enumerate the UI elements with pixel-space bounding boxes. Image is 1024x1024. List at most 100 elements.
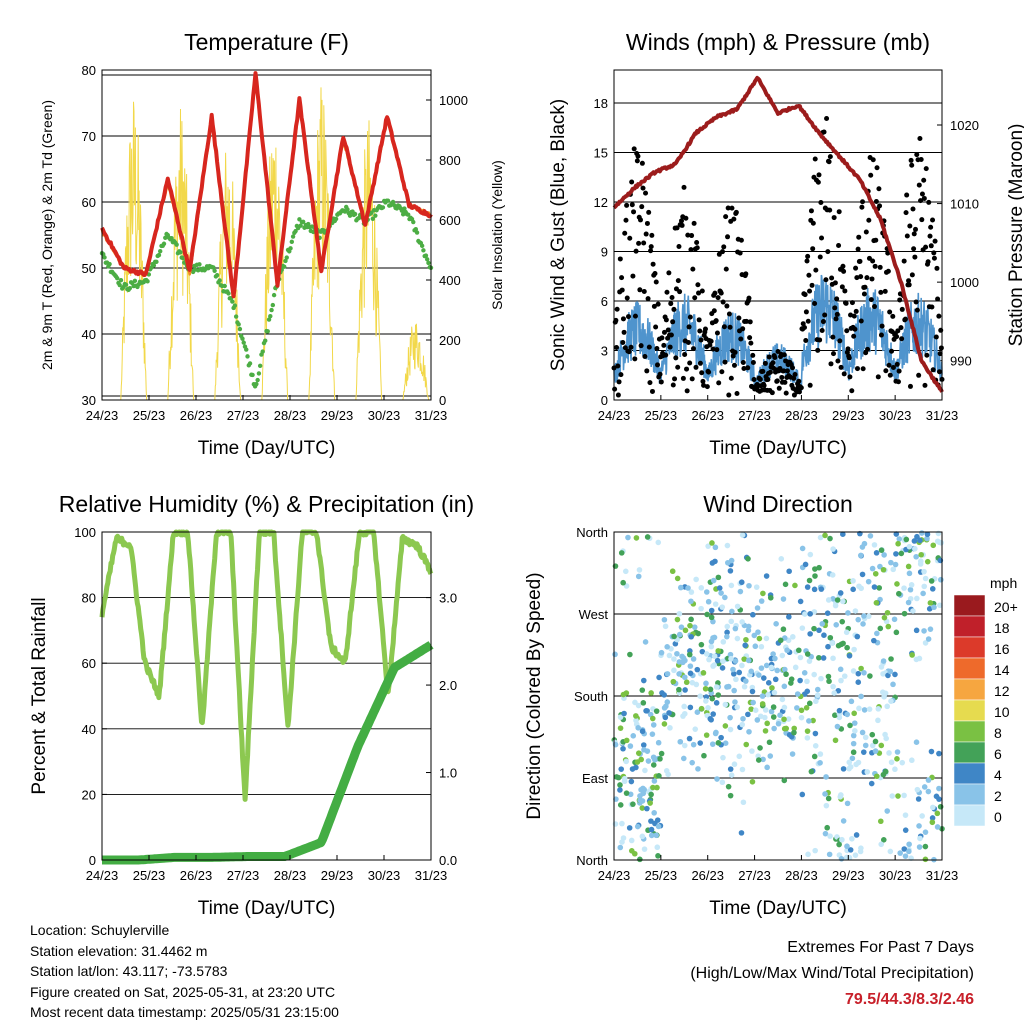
direction-point: [642, 639, 649, 645]
gust-point: [699, 288, 705, 294]
direction-point: [838, 677, 844, 684]
direction-point: [929, 586, 936, 592]
direction-point: [666, 652, 673, 659]
direction-point: [711, 653, 718, 659]
direction-point: [803, 705, 810, 711]
direction-point: [623, 790, 630, 796]
gust-point: [831, 351, 837, 357]
gust-point: [615, 392, 621, 398]
direction-point: [704, 611, 710, 618]
gust-point: [869, 276, 875, 282]
direction-point: [920, 590, 926, 597]
direction-point: [844, 711, 851, 718]
direction-point: [620, 691, 627, 698]
direction-point: [788, 680, 794, 686]
dewpoint-point: [123, 282, 129, 287]
direction-point: [864, 769, 871, 775]
legend-swatch: [953, 741, 986, 764]
gust-point: [914, 307, 920, 313]
direction-point: [743, 636, 749, 643]
direction-point: [720, 639, 727, 645]
direction-point: [741, 656, 747, 662]
gust-point: [680, 375, 686, 381]
gust-point: [840, 263, 846, 269]
direction-point: [715, 574, 722, 581]
gust-point: [653, 324, 659, 330]
gust-point: [636, 240, 642, 246]
direction-point: [917, 537, 923, 544]
direction-point: [649, 715, 656, 722]
direction-point: [869, 742, 876, 749]
winds-pressure-panel: 0 3 6 9 12 15 18 990 1000 1010 1020 Winds (mph) & P…: [548, 29, 1024, 459]
direction-point: [873, 550, 880, 556]
direction-point: [713, 700, 720, 706]
direction-point: [873, 600, 880, 606]
dewpoint-point: [226, 291, 231, 296]
gust-point: [725, 205, 731, 211]
direction-point: [664, 644, 670, 650]
direction-point: [652, 756, 658, 763]
direction-point: [814, 692, 821, 698]
direction-point: [748, 706, 754, 712]
direction-point: [648, 826, 655, 833]
direction-point: [701, 752, 707, 759]
direction-point: [685, 585, 691, 591]
direction-point: [782, 581, 789, 588]
direction-point: [804, 678, 810, 685]
direction-point: [919, 530, 925, 536]
gust-point: [919, 217, 925, 223]
humidity-x-label: Time (Day/UTC): [198, 898, 336, 919]
winds-y2-tick-label: 1010: [950, 197, 979, 212]
direction-point: [676, 631, 683, 638]
gust-point: [870, 258, 876, 264]
direction-point: [641, 786, 647, 793]
gust-point: [731, 362, 737, 368]
direction-point: [854, 633, 861, 640]
direction-point: [710, 577, 717, 584]
direction-point: [695, 630, 702, 637]
direction-point: [861, 707, 868, 713]
direction-point: [817, 751, 824, 757]
gust-point: [618, 372, 624, 378]
direction-y-label: Direction (Colored By Speed): [524, 572, 545, 819]
gust-point: [740, 326, 746, 332]
gust-point: [751, 377, 757, 383]
gust-point: [668, 332, 674, 338]
gust-point: [843, 300, 849, 306]
direction-point: [732, 625, 739, 632]
direction-point: [763, 635, 770, 642]
gust-point: [851, 313, 857, 319]
direction-point: [855, 670, 862, 677]
direction-point: [862, 734, 869, 741]
direction-point: [794, 705, 800, 711]
direction-point: [743, 741, 750, 748]
gust-point: [807, 382, 813, 388]
direction-point: [912, 545, 918, 552]
direction-point: [736, 753, 743, 760]
direction-point: [758, 665, 765, 671]
gust-point: [930, 367, 936, 373]
direction-point: [898, 550, 905, 557]
gust-point: [629, 202, 635, 208]
gust-point: [714, 330, 720, 336]
dewpoint-point: [333, 216, 339, 222]
gust-point: [927, 233, 933, 239]
temp-y-tick-label: 50: [82, 261, 96, 276]
temp-2m-line: [100, 71, 433, 299]
gust-point: [715, 295, 721, 301]
direction-point: [914, 786, 921, 793]
gust-point: [903, 210, 909, 216]
direction-point: [880, 658, 887, 664]
direction-point: [895, 540, 901, 547]
direction-point: [833, 621, 840, 628]
direction-point: [916, 655, 923, 662]
direction-point: [703, 698, 709, 704]
gust-point: [931, 255, 937, 261]
humidity-y2-tick-label: 2.0: [439, 678, 457, 693]
legend-label: 10: [994, 704, 1010, 720]
gust-point: [904, 233, 910, 239]
direction-point: [654, 844, 661, 851]
gust-point: [674, 225, 680, 231]
direction-point: [681, 674, 688, 681]
direction-point: [635, 573, 642, 580]
